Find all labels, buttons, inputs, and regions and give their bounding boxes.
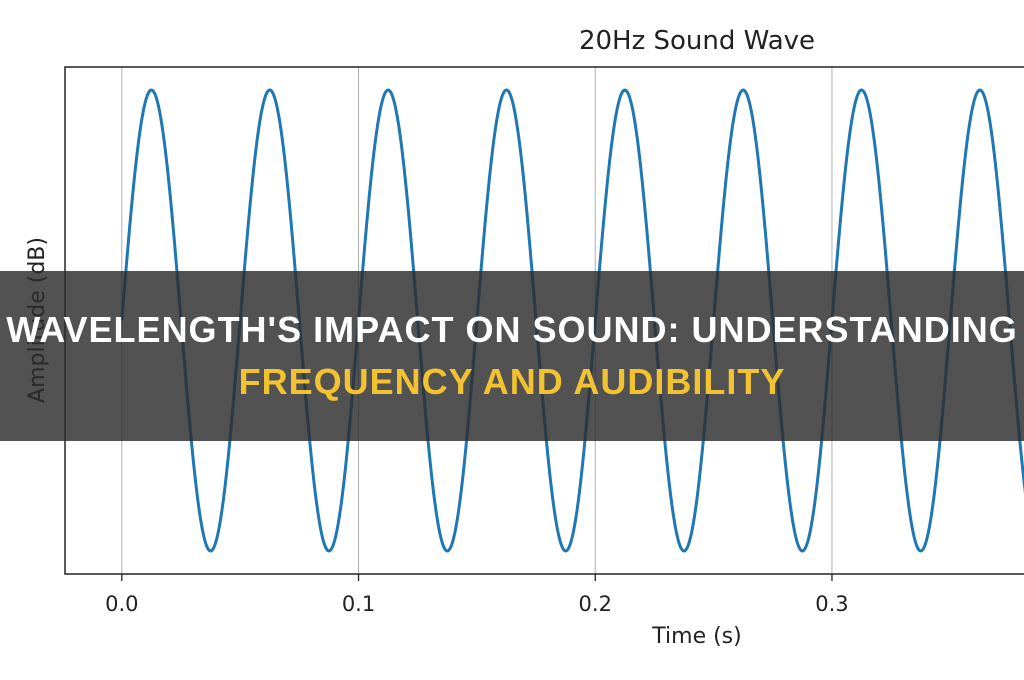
x-tick-label: 0.0 — [105, 592, 138, 616]
banner-headline: Wavelength's Impact On Sound: Understand… — [6, 309, 1018, 350]
x-axis-ticks: 0.0 0.1 0.2 0.3 — [105, 574, 849, 616]
x-tick-label: 0.1 — [342, 592, 375, 616]
title-banner: Wavelength's Impact On Sound: Understand… — [0, 271, 1024, 441]
chart-title: 20Hz Sound Wave — [579, 26, 815, 56]
x-tick-label: 0.3 — [815, 592, 848, 616]
x-tick-label: 0.2 — [579, 592, 612, 616]
banner-subheadline: Frequency And Audibility — [238, 361, 786, 402]
x-axis-label: Time (s) — [651, 624, 741, 649]
